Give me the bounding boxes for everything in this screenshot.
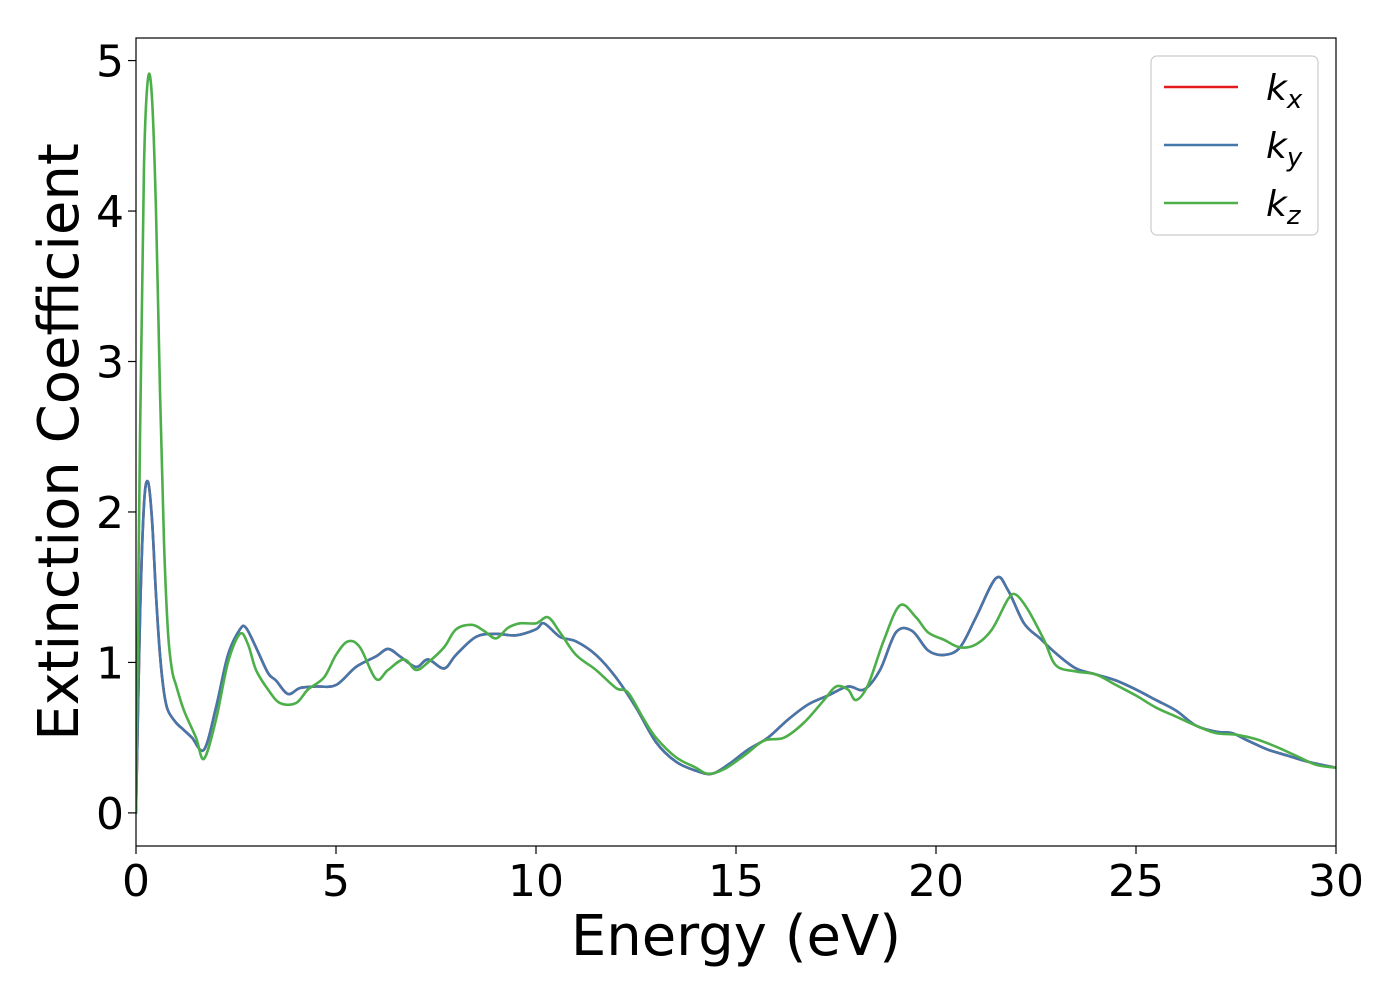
x-axis-label: Energy (eV) — [571, 904, 901, 969]
legend-label-z: kz — [1266, 184, 1302, 231]
x-tick-label: 30 — [1308, 856, 1364, 907]
x-axis: 0 5 10 15 20 25 30 — [122, 846, 1364, 907]
x-tick-label: 25 — [1108, 856, 1164, 907]
x-tick-label: 10 — [508, 856, 564, 907]
legend: kx ky kz — [1150, 55, 1319, 236]
x-tick-label: 5 — [322, 856, 350, 907]
legend-label-x: kx — [1266, 68, 1303, 115]
series-layer — [136, 72, 1336, 815]
series-line-z — [136, 72, 1336, 815]
y-tick-label: 2 — [96, 488, 124, 539]
y-axis-label: Extinction Coefficient — [27, 143, 92, 741]
legend-label-y: ky — [1266, 126, 1303, 173]
y-tick-label: 3 — [96, 338, 124, 389]
x-tick-label: 0 — [122, 856, 150, 907]
series-line-y — [136, 479, 1336, 815]
y-tick-label: 0 — [96, 789, 124, 840]
x-tick-label: 20 — [908, 856, 964, 907]
x-tick-label: 15 — [708, 856, 764, 907]
y-tick-label: 5 — [96, 37, 124, 88]
y-tick-label: 4 — [96, 187, 124, 238]
y-axis: 0 1 2 3 4 5 — [96, 37, 136, 840]
y-tick-label: 1 — [96, 638, 124, 689]
